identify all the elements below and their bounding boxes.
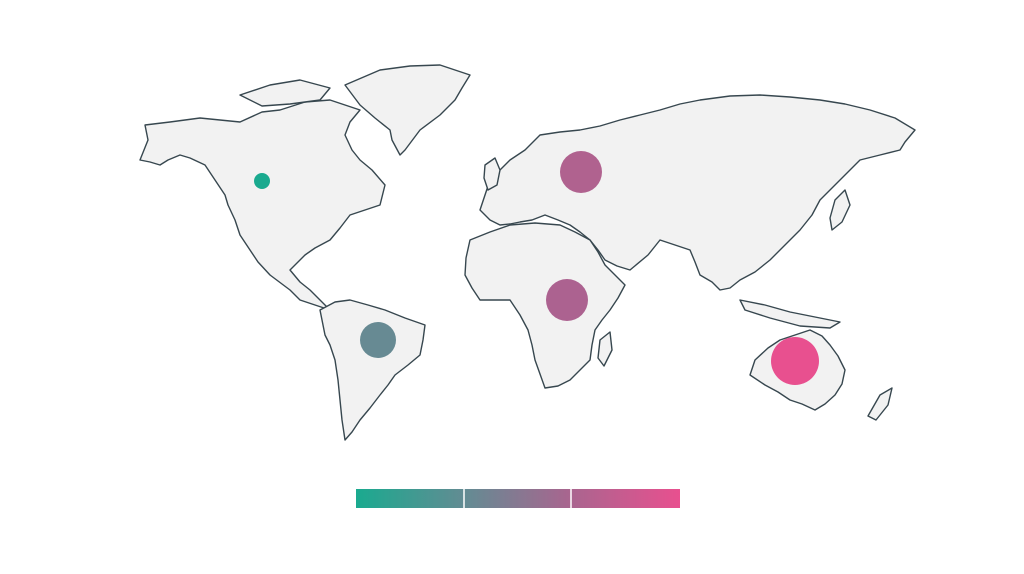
madagascar <box>597 331 613 367</box>
bubbles <box>254 151 819 385</box>
japan <box>829 189 851 231</box>
color-scale-bar <box>356 489 680 508</box>
bubble[interactable] <box>546 279 588 321</box>
bubble[interactable] <box>771 337 819 385</box>
bubble[interactable] <box>254 173 270 189</box>
indonesia <box>739 299 841 329</box>
greenland <box>344 64 471 156</box>
south-america <box>319 299 426 441</box>
new-zealand <box>867 387 893 421</box>
arctic-islands <box>239 79 331 107</box>
bubble[interactable] <box>560 151 602 193</box>
britain <box>483 157 501 191</box>
bubble[interactable] <box>360 322 396 358</box>
color-scale <box>356 489 680 508</box>
africa <box>464 222 626 389</box>
north-america <box>139 99 386 311</box>
